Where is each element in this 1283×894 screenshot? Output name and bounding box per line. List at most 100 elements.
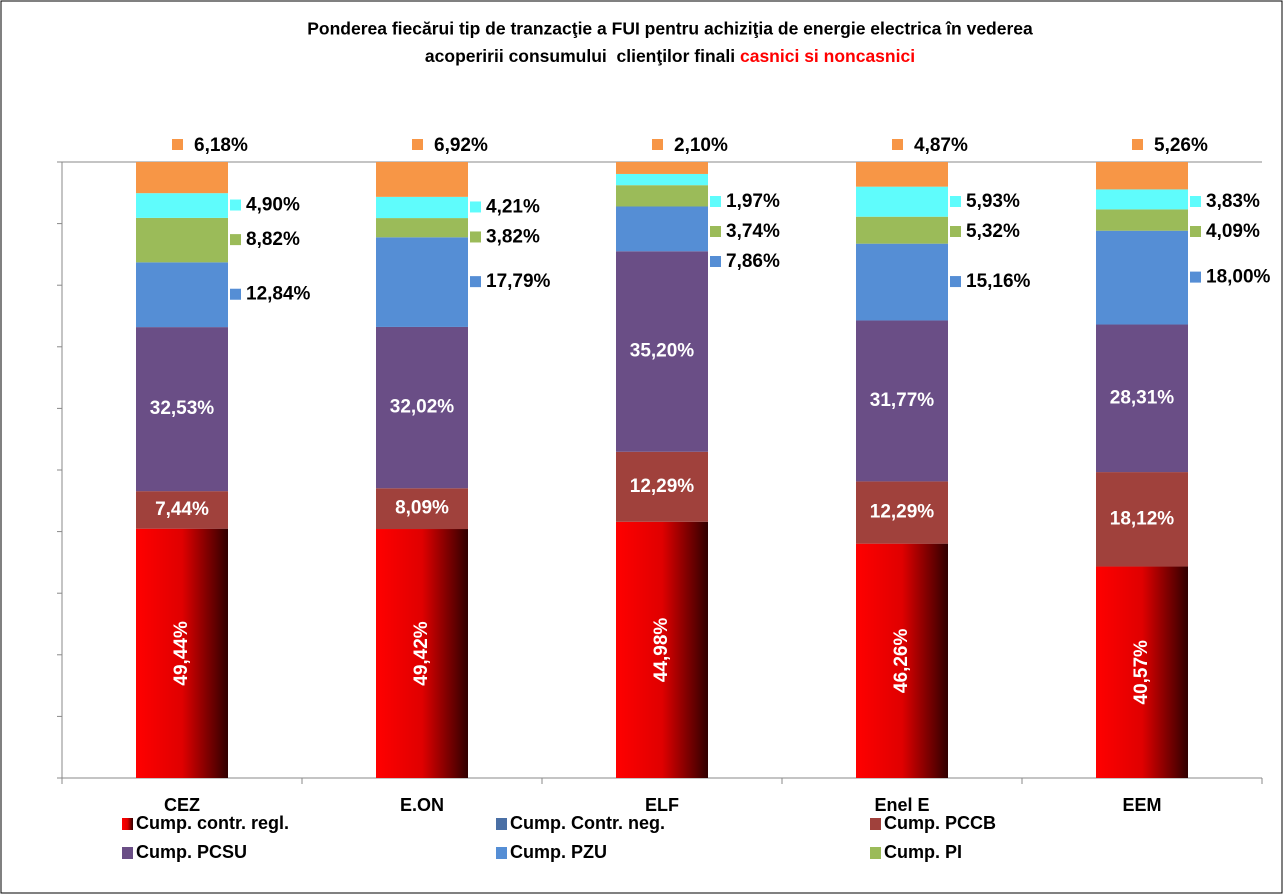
data-label: 1,97% bbox=[726, 191, 780, 212]
bar-segment bbox=[1096, 324, 1188, 473]
data-label: 40,57% bbox=[1131, 640, 1152, 705]
bar-segment bbox=[856, 216, 948, 244]
bar-segment bbox=[136, 162, 228, 194]
label-marker bbox=[1132, 139, 1143, 150]
data-label: 4,21% bbox=[486, 196, 540, 217]
bar-segment bbox=[616, 451, 708, 522]
legend-label: Cump. PCSU bbox=[136, 842, 247, 862]
data-label: 4,87% bbox=[914, 135, 968, 156]
data-label: 8,09% bbox=[395, 498, 449, 519]
data-label: 17,79% bbox=[486, 271, 551, 292]
legend-swatch bbox=[870, 818, 881, 830]
x-tick-label: Enel E bbox=[874, 795, 929, 815]
legend-swatch bbox=[870, 847, 881, 859]
bar-segment bbox=[616, 251, 708, 452]
bar-segment bbox=[136, 262, 228, 328]
bar-segment bbox=[616, 162, 708, 174]
label-marker bbox=[1190, 271, 1201, 283]
data-label: 12,84% bbox=[246, 284, 311, 305]
bar-segment bbox=[856, 320, 948, 482]
label-marker bbox=[230, 234, 241, 246]
data-label: 7,86% bbox=[726, 251, 780, 272]
legend-label: Cump. contr. regl. bbox=[136, 813, 289, 833]
data-label: 3,82% bbox=[486, 226, 540, 247]
data-label: 5,93% bbox=[966, 191, 1020, 212]
label-marker bbox=[950, 196, 961, 207]
data-label: 31,77% bbox=[870, 390, 935, 411]
data-label: 44,98% bbox=[651, 618, 672, 683]
bar-segment bbox=[1096, 162, 1188, 190]
bar-segment bbox=[616, 185, 708, 207]
title-line: acoperirii consumului clienţilor finali bbox=[425, 46, 740, 66]
bar-segment bbox=[1096, 472, 1188, 567]
label-marker bbox=[892, 139, 903, 150]
data-label: 4,09% bbox=[1206, 221, 1260, 242]
label-marker bbox=[710, 256, 721, 267]
bar-segment bbox=[136, 528, 228, 778]
label-marker bbox=[1190, 226, 1201, 237]
legend-swatch bbox=[496, 847, 507, 859]
data-label: 15,16% bbox=[966, 271, 1031, 292]
data-label: 12,29% bbox=[870, 502, 935, 523]
legend-label: Cump. Contr. neg. bbox=[510, 813, 665, 833]
data-label: 32,02% bbox=[390, 397, 455, 418]
bar-segment bbox=[376, 326, 468, 489]
chart-title: acoperirii consumului clienţilor finali … bbox=[425, 46, 915, 66]
label-marker bbox=[470, 276, 481, 288]
legend-label: Cump. PZU bbox=[510, 842, 607, 862]
legend-label: Cump. PI bbox=[884, 842, 962, 862]
label-marker bbox=[710, 226, 721, 237]
legend-swatch bbox=[122, 847, 133, 859]
bar-segment bbox=[1096, 230, 1188, 325]
label-marker bbox=[652, 139, 663, 150]
label-marker bbox=[230, 199, 241, 211]
label-marker bbox=[950, 226, 961, 237]
chart-title: Ponderea fiecărui tip de tranzacţie a FU… bbox=[307, 19, 1033, 39]
bar-segment bbox=[1096, 189, 1188, 210]
label-marker bbox=[950, 276, 961, 288]
data-label: 28,31% bbox=[1110, 387, 1175, 408]
bar-segment bbox=[136, 327, 228, 492]
data-label: 3,74% bbox=[726, 221, 780, 242]
label-marker bbox=[470, 231, 481, 243]
bar-segment bbox=[376, 529, 468, 778]
bar-segment bbox=[376, 488, 468, 530]
legend-label: Cump. PCCB bbox=[884, 813, 996, 833]
bar-segment bbox=[376, 218, 468, 238]
data-label: 32,53% bbox=[150, 398, 215, 419]
data-label: 49,42% bbox=[411, 621, 432, 686]
data-label: 18,12% bbox=[1110, 508, 1175, 529]
bar-segment bbox=[856, 162, 948, 187]
bar-segment bbox=[856, 481, 948, 544]
label-marker bbox=[412, 139, 423, 150]
data-label: 7,44% bbox=[155, 499, 209, 520]
bar-segment bbox=[616, 206, 708, 252]
data-label: 2,10% bbox=[674, 135, 728, 156]
x-tick-label: E.ON bbox=[400, 795, 444, 815]
label-marker bbox=[230, 288, 241, 300]
data-label: 5,26% bbox=[1154, 135, 1208, 156]
label-marker bbox=[1190, 196, 1201, 207]
x-tick-label: CEZ bbox=[164, 795, 200, 815]
bar-segment bbox=[376, 162, 468, 197]
data-label: 3,83% bbox=[1206, 191, 1260, 212]
bar-segment bbox=[1096, 209, 1188, 231]
data-label: 6,92% bbox=[434, 135, 488, 156]
data-label: 5,32% bbox=[966, 221, 1020, 242]
title-highlight: casnici si noncasnici bbox=[740, 46, 915, 66]
label-marker bbox=[710, 196, 721, 207]
bar-segment bbox=[856, 243, 948, 321]
data-label: 46,26% bbox=[891, 629, 912, 694]
data-label: 8,82% bbox=[246, 229, 300, 250]
x-tick-label: EEM bbox=[1122, 795, 1161, 815]
label-marker bbox=[470, 201, 481, 213]
legend-swatch bbox=[496, 818, 507, 830]
data-label: 35,20% bbox=[630, 341, 695, 362]
bar-segment bbox=[376, 237, 468, 327]
bar-segment bbox=[376, 196, 468, 219]
bar-segment bbox=[616, 173, 708, 186]
bar-segment bbox=[856, 543, 948, 778]
data-label: 49,44% bbox=[171, 621, 192, 686]
bar-segment bbox=[136, 193, 228, 218]
